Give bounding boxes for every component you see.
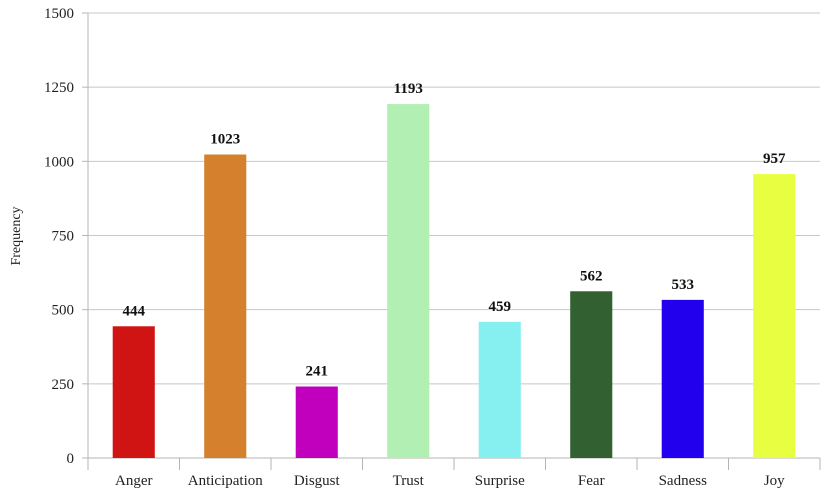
data-label-anticipation: 1023: [210, 132, 240, 148]
gridlines: [88, 12, 820, 385]
data-label-anger: 444: [123, 303, 146, 319]
x-tick-label-sadness: Sadness: [659, 473, 707, 489]
bars: [112, 104, 796, 459]
y-tick-label: 750: [52, 229, 75, 245]
bar-sadness: [661, 299, 704, 458]
x-tick-label-anger: Anger: [115, 473, 153, 489]
x-tick-label-disgust: Disgust: [294, 473, 341, 489]
bar-fear: [570, 291, 613, 458]
data-label-disgust: 241: [306, 364, 329, 380]
y-axis-title: Frequency: [9, 206, 24, 265]
x-tick-label-joy: Joy: [764, 473, 785, 489]
x-tick-label-fear: Fear: [578, 473, 605, 489]
bar-trust: [387, 104, 430, 459]
labels: 0 250 500 750 1000 1250 1500 444 Anger 1023 Antici…: [44, 6, 786, 489]
y-tick-label: 1500: [44, 6, 74, 22]
y-tick-label: 0: [67, 451, 75, 467]
data-label-surprise: 459: [489, 299, 512, 315]
x-tick-label-trust: Trust: [393, 473, 425, 489]
bar-anger: [112, 326, 155, 458]
x-tick-label-surprise: Surprise: [475, 473, 525, 489]
x-tick-label-anticipation: Anticipation: [188, 473, 263, 489]
bar-surprise: [478, 321, 521, 458]
data-label-sadness: 533: [672, 277, 695, 293]
y-tick-label: 1000: [44, 154, 74, 170]
y-tick-label: 1250: [44, 80, 74, 96]
data-label-joy: 957: [763, 151, 786, 167]
data-label-trust: 1193: [394, 81, 423, 97]
bar-joy: [753, 174, 796, 458]
axes: [82, 12, 821, 470]
y-tick-label: 250: [52, 377, 75, 393]
y-tick-label: 500: [52, 303, 75, 319]
data-label-fear: 562: [580, 268, 603, 284]
bar-disgust: [295, 386, 338, 458]
bar-anticipation: [204, 154, 247, 458]
